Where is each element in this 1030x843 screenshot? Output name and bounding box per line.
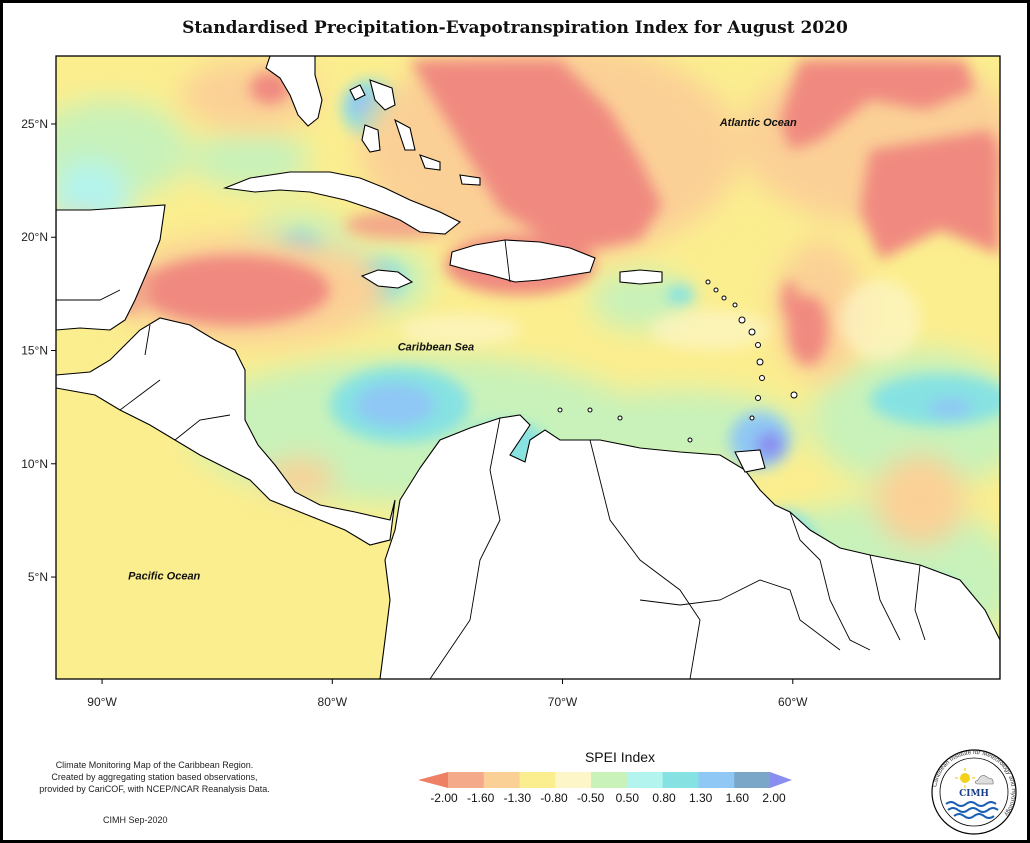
lat-tick-label: 20°N (21, 230, 48, 244)
colorbar-high-arrow (770, 772, 792, 788)
credit-line: provided by CariCOF, with NCEP/NCAR Rean… (39, 784, 270, 794)
waves-icon (945, 801, 999, 819)
lat-tick-label: 10°N (21, 457, 48, 471)
legend-title: SPEI Index (584, 749, 656, 765)
lon-tick-label: 90°W (87, 695, 117, 709)
colorbar-tick-label: -0.50 (577, 791, 605, 805)
colorbar-tick-label: 0.80 (652, 791, 676, 805)
sun-icon (960, 773, 970, 783)
colorbar-tick-label: 1.30 (689, 791, 713, 805)
spei-field (56, 56, 1000, 679)
logo-name: CIMH (959, 789, 989, 799)
colorbar-tick-label: -0.80 (540, 791, 568, 805)
water-label: Caribbean Sea (398, 342, 474, 354)
cloud-icon (974, 775, 994, 785)
water-labels: Atlantic Ocean Caribbean Sea Pacific Ocean (128, 117, 797, 582)
credit-line: Climate Monitoring Map of the Caribbean … (55, 760, 254, 770)
water-label: Pacific Ocean (128, 570, 200, 582)
plot-border (55, 55, 1001, 680)
credit-line: Created by aggregating station based obs… (51, 772, 258, 782)
colorbar-tick-label: -1.60 (467, 791, 495, 805)
colorbar-segment (626, 772, 664, 788)
water-label: Atlantic Ocean (719, 117, 797, 129)
lon-tick-label: 70°W (548, 695, 578, 709)
lat-tick-label: 5°N (28, 570, 48, 584)
colorbar-tick-label: -2.00 (430, 791, 458, 805)
longitude-axis: 90°W 80°W 70°W 60°W (87, 679, 808, 709)
colorbar-segment (591, 772, 628, 788)
colorbar-segment (519, 772, 556, 788)
borders (56, 239, 926, 679)
lesser-antilles (557, 279, 798, 443)
colorbar-segment (662, 772, 699, 788)
land (56, 56, 1000, 679)
colorbar-segment (698, 772, 735, 788)
colorbar-tick-label: 1.60 (726, 791, 750, 805)
colorbar-segment (555, 772, 592, 788)
colorbar-segment (483, 772, 521, 788)
map-credit: Climate Monitoring Map of the Caribbean … (22, 759, 287, 795)
cimh-logo: Caribbean Institute for Meteorology and … (931, 749, 1017, 835)
colorbar-segment (448, 772, 485, 788)
lat-tick-label: 25°N (21, 117, 48, 131)
lon-tick-label: 80°W (318, 695, 348, 709)
colorbar-segment (734, 772, 771, 788)
colorbar-tick-label: -1.30 (504, 791, 532, 805)
latitude-axis: 25°N 20°N 15°N 10°N 5°N (21, 117, 56, 584)
map-title: Standardised Precipitation-Evapotranspir… (182, 18, 848, 38)
colorbar-low-arrow (418, 772, 448, 788)
credit-stamp: CIMH Sep-2020 (103, 815, 168, 825)
colorbar-tick-label: 0.50 (616, 791, 640, 805)
spei-colorbar: -2.00 -1.60 -1.30 -0.80 -0.50 0.50 0.80 1.30 1.6… (418, 772, 792, 805)
colorbar-tick-label: 2.00 (762, 791, 786, 805)
lat-tick-label: 15°N (21, 344, 48, 358)
sun-rays-icon (955, 768, 975, 788)
lon-tick-label: 60°W (778, 695, 808, 709)
